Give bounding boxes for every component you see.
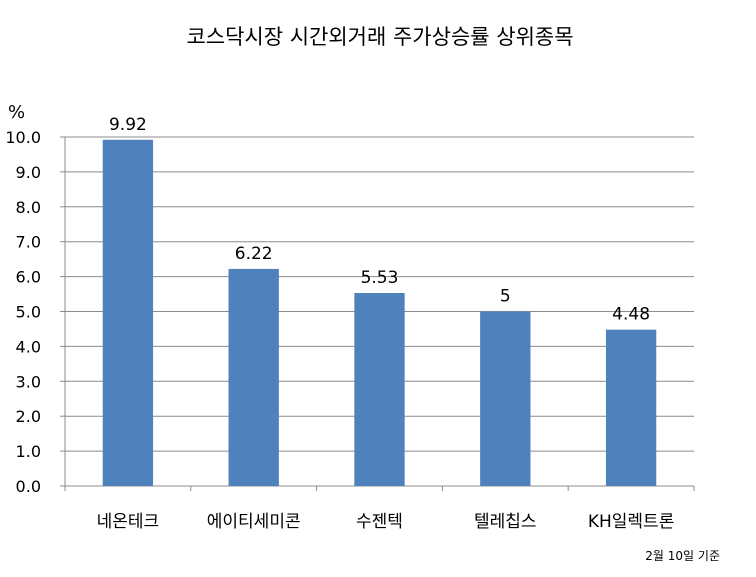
- bars: [102, 139, 657, 487]
- bar: [354, 293, 405, 486]
- data-label: 9.92: [109, 115, 147, 135]
- bar: [605, 329, 657, 486]
- date-note: 2월 10일 기준: [645, 549, 720, 563]
- y-tick-label: 2.0: [16, 407, 41, 426]
- category-label: 텔레칩스: [474, 512, 537, 532]
- y-tick-label: 8.0: [16, 198, 41, 217]
- labels: 0.0 1.0 2.0 3.0 4.0 5.0 6.0 7.0 8.0 9.0 10.0 9.92 네온…: [5, 115, 674, 532]
- y-tick-label: 1.0: [16, 442, 41, 461]
- y-tick-label: 4.0: [16, 337, 41, 356]
- bar: [480, 311, 531, 486]
- category-label: 네온테크: [97, 512, 160, 532]
- y-tick-label: 9.0: [16, 163, 41, 182]
- y-tick-label: 6.0: [16, 268, 41, 287]
- category-label: 수젠텍: [356, 512, 403, 532]
- y-tick-label: 5.0: [16, 303, 41, 322]
- category-label: 에이티세미콘: [207, 512, 301, 532]
- y-tick-label: 10.0: [5, 128, 41, 147]
- data-label: 4.48: [612, 305, 650, 325]
- data-label: 6.22: [235, 244, 273, 264]
- y-tick-label: 7.0: [16, 233, 41, 252]
- y-tick-label: 0.0: [16, 477, 41, 496]
- bar: [228, 268, 279, 486]
- y-tick-label: 3.0: [16, 372, 41, 391]
- y-axis-unit: %: [8, 102, 25, 123]
- data-label: 5: [500, 287, 511, 307]
- bar: [102, 139, 154, 487]
- chart-title: 코스닥시장 시간외거래 주가상승률 상위종목: [186, 25, 573, 49]
- category-label: KH일렉트론: [588, 512, 675, 532]
- data-label: 5.53: [361, 268, 399, 288]
